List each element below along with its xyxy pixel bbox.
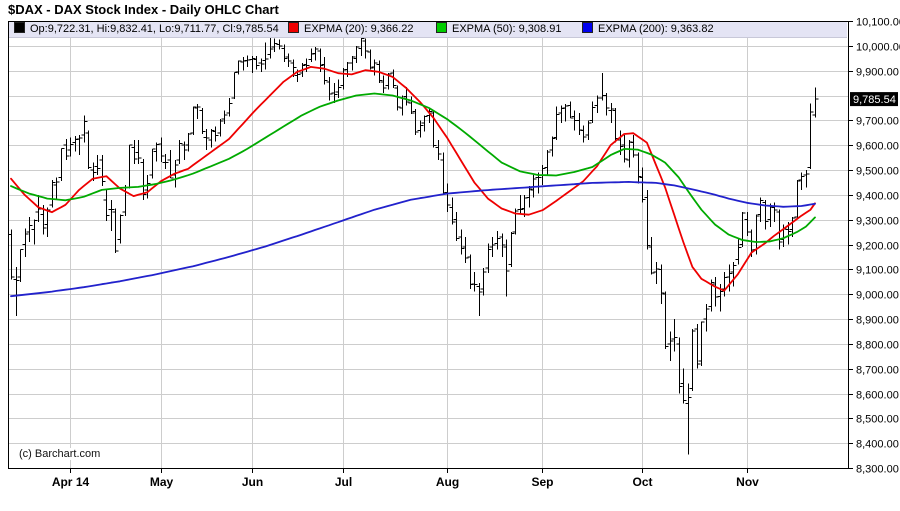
- svg-text:May: May: [150, 475, 174, 489]
- ema200-swatch-icon: [582, 22, 593, 33]
- svg-text:Nov: Nov: [736, 475, 759, 489]
- ohlc-bars: [8, 33, 819, 455]
- legend-ohlc-label: Op:9,722.31, Hi:9,832.41, Lo:9,711.77, C…: [30, 23, 279, 35]
- svg-text:8,800.00: 8,800.00: [856, 340, 899, 352]
- svg-text:8,900.00: 8,900.00: [856, 315, 899, 327]
- legend-item-ema200: EXPMA (200): 9,363.82: [582, 22, 714, 37]
- svg-text:9,300.00: 9,300.00: [856, 216, 899, 228]
- svg-text:8,500.00: 8,500.00: [856, 414, 899, 426]
- svg-text:8,400.00: 8,400.00: [856, 439, 899, 451]
- y-axis-labels: 8,300.00 8,400.00 8,500.00 8,600.00 8,700.00…: [848, 17, 900, 476]
- legend-item-ohlc: Op:9,722.31, Hi:9,832.41, Lo:9,711.77, C…: [14, 22, 279, 37]
- legend-ema200-label: EXPMA (200): 9,363.82: [598, 23, 714, 35]
- svg-text:9,000.00: 9,000.00: [856, 290, 899, 302]
- svg-text:9,400.00: 9,400.00: [856, 191, 899, 203]
- watermark: (c) Barchart.com: [16, 448, 104, 460]
- svg-text:9,100.00: 9,100.00: [856, 265, 899, 277]
- svg-text:Jun: Jun: [242, 475, 263, 489]
- legend-bar: Op:9,722.31, Hi:9,832.41, Lo:9,711.77, C…: [9, 22, 847, 38]
- gridlines: [8, 21, 848, 469]
- svg-text:8,700.00: 8,700.00: [856, 365, 899, 377]
- svg-text:Aug: Aug: [436, 475, 459, 489]
- x-axis-labels: Apr 14 May Jun Jul Aug Sep Oct Nov: [52, 468, 759, 489]
- svg-text:10,100.00: 10,100.00: [856, 17, 900, 29]
- svg-text:10,000.00: 10,000.00: [856, 42, 900, 54]
- ema20-swatch-icon: [288, 22, 299, 33]
- ohlc-swatch-icon: [14, 22, 25, 33]
- legend-item-ema50: EXPMA (50): 9,308.91: [436, 22, 561, 37]
- svg-text:Apr 14: Apr 14: [52, 475, 90, 489]
- svg-text:Oct: Oct: [632, 475, 652, 489]
- legend-item-ema20: EXPMA (20): 9,366.22: [288, 22, 413, 37]
- svg-text:Sep: Sep: [531, 475, 553, 489]
- svg-text:9,500.00: 9,500.00: [856, 166, 899, 178]
- ma-line-20: [10, 66, 816, 292]
- svg-text:8,600.00: 8,600.00: [856, 390, 899, 402]
- ma-line-200: [10, 181, 816, 298]
- svg-text:9,900.00: 9,900.00: [856, 67, 899, 79]
- svg-text:9,785.54: 9,785.54: [853, 94, 896, 106]
- svg-text:9,600.00: 9,600.00: [856, 141, 899, 153]
- svg-text:9,200.00: 9,200.00: [856, 241, 899, 253]
- last-price-label: 9,785.54: [850, 92, 898, 107]
- chart-title: $DAX - DAX Stock Index - Daily OHLC Char…: [8, 2, 279, 17]
- svg-text:Jul: Jul: [335, 475, 352, 489]
- svg-text:9,700.00: 9,700.00: [856, 116, 899, 128]
- svg-text:8,300.00: 8,300.00: [856, 464, 899, 476]
- legend-ema20-label: EXPMA (20): 9,366.22: [304, 23, 414, 35]
- ema50-swatch-icon: [436, 22, 447, 33]
- ma-line-50: [10, 92, 816, 243]
- legend-ema50-label: EXPMA (50): 9,308.91: [452, 23, 562, 35]
